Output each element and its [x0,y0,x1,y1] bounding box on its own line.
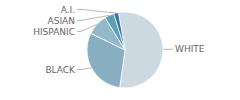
slice-label: BLACK [45,65,76,75]
labels: WHITE BLACK HISPANICASIANA.I. [33,5,205,75]
leader-line [77,68,91,70]
slice-label: ASIAN [48,16,75,26]
slice-label: HISPANIC [33,27,75,37]
slice-label: A.I. [61,5,75,15]
pie [87,12,163,88]
slice-label: WHITE [175,44,205,54]
leader-line [163,49,173,50]
slice [114,13,125,50]
leader-line [77,24,97,31]
chart: WHITE BLACK HISPANICASIANA.I. [0,0,240,100]
leader-line [77,9,116,13]
leader-line [77,15,109,20]
